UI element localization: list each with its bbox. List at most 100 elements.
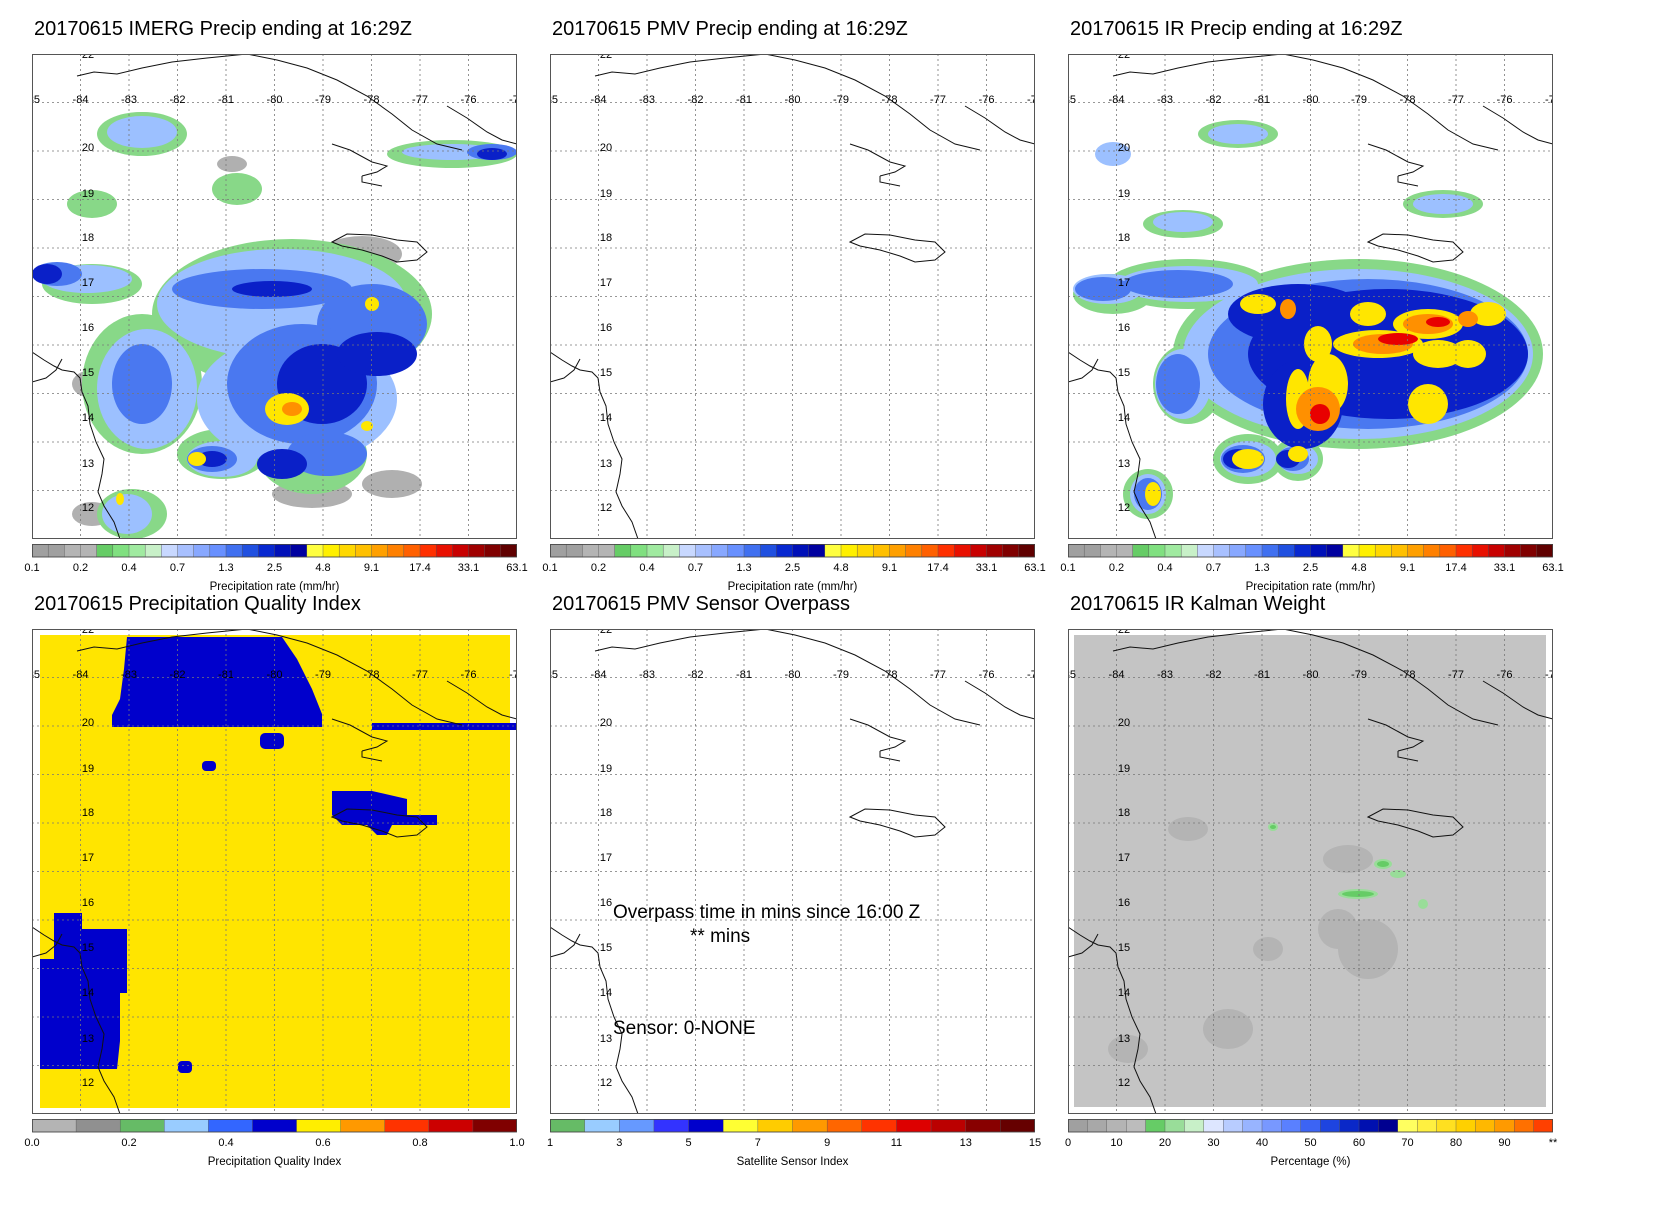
map-frame xyxy=(550,54,1035,539)
panel-quality: 20170615 Precipitation Quality Index -85… xyxy=(24,593,532,1183)
colorbar-swatch xyxy=(1083,543,1101,558)
colorbar-tick-label: 4.8 xyxy=(1351,562,1367,574)
panel-title: 20170615 Precipitation Quality Index xyxy=(34,593,361,615)
colorbar-tick-label: 40 xyxy=(1255,1137,1269,1149)
lon-label: -83 xyxy=(1157,669,1173,681)
lon-label: -75 xyxy=(509,669,517,681)
colorbar-swatch xyxy=(1067,543,1085,558)
lon-label: -85 xyxy=(1068,94,1076,106)
colorbar-swatch xyxy=(484,543,502,558)
lon-label: -81 xyxy=(1254,94,1270,106)
colorbar-swatch xyxy=(355,543,373,558)
lat-label: 12 xyxy=(82,1077,94,1089)
colorbar-tick-label: 2.5 xyxy=(784,562,801,574)
colorbar-swatch xyxy=(47,543,65,558)
colorbar-swatch xyxy=(472,1118,518,1133)
colorbar-swatch xyxy=(1374,543,1392,558)
colorbar-tick-label: 10 xyxy=(1110,1137,1123,1149)
colorbar-swatch xyxy=(80,543,98,558)
lat-label: 18 xyxy=(600,232,612,244)
lat-label: 19 xyxy=(600,188,612,200)
colorbar-swatch xyxy=(1417,1118,1438,1133)
colorbar-swatch xyxy=(1184,1118,1205,1133)
colorbar-swatch xyxy=(144,543,162,558)
lon-label: -76 xyxy=(1497,94,1513,106)
lat-label: 17 xyxy=(1118,852,1130,864)
colorbar-tick-label: 4.8 xyxy=(315,562,331,574)
colorbar-swatch xyxy=(1407,543,1425,558)
overpass-time-text: Overpass time in mins since 16:00 Z xyxy=(613,902,921,923)
lon-label: -84 xyxy=(73,669,89,681)
panel-ir: 20170615 IR Precip ending at 16:29Z -85-… xyxy=(1060,18,1568,608)
colorbar-swatch xyxy=(679,543,696,558)
lat-label: 22 xyxy=(600,54,612,61)
lon-label: -82 xyxy=(1206,669,1222,681)
colorbar-tick-label: 1 xyxy=(546,1137,554,1149)
lat-label: 17 xyxy=(1118,277,1130,289)
colorbar-swatch xyxy=(776,543,793,558)
colorbar-tick-label: 3 xyxy=(616,1137,623,1149)
colorbar-tick-label: 0.7 xyxy=(687,562,704,574)
colorbar-tick-label: 9.1 xyxy=(363,562,380,574)
colorbar-swatch xyxy=(1504,543,1522,558)
lon-label: -75 xyxy=(509,94,517,106)
colorbar-swatch xyxy=(75,1118,121,1133)
colorbar-swatch xyxy=(468,543,486,558)
colorbar-tick-label: 30 xyxy=(1207,1137,1220,1149)
lon-label: -79 xyxy=(1351,94,1367,106)
colorbar-swatch xyxy=(112,543,130,558)
colorbar-swatch xyxy=(1475,1118,1496,1133)
map-frame xyxy=(1068,629,1553,1114)
lat-label: 12 xyxy=(1118,1077,1130,1089)
colorbar-swatch xyxy=(1378,1118,1399,1133)
colorbar-tick-label: 63.1 xyxy=(506,562,528,574)
lat-label: 22 xyxy=(82,54,94,61)
lon-label: -83 xyxy=(121,669,137,681)
colorbar-tick-label: 50 xyxy=(1304,1137,1317,1149)
colorbar-swatch xyxy=(757,1118,794,1133)
colorbar-swatch xyxy=(1145,1118,1166,1133)
colorbar-tick-label: 0.4 xyxy=(639,562,655,574)
sensor-text: Sensor: 0-NONE xyxy=(613,1018,756,1039)
lat-label: 14 xyxy=(600,987,612,999)
lat-label: 14 xyxy=(82,412,94,424)
map-frame xyxy=(32,629,517,1114)
colorbar-tick-label: 20 xyxy=(1158,1137,1172,1149)
coastline xyxy=(32,629,517,1114)
lon-label: -76 xyxy=(979,669,995,681)
lon-label: -80 xyxy=(267,94,283,106)
colorbar-swatch xyxy=(384,1118,430,1133)
panel-title: 20170615 PMV Precip ending at 16:29Z xyxy=(552,18,908,40)
lat-label: 18 xyxy=(1118,232,1130,244)
colorbar-ticks: 0.1 0.2 0.4 0.7 1.3 2.5 4.8 9.1 17.4 33.1 63.1 xyxy=(24,562,527,576)
lat-label: 14 xyxy=(1118,987,1130,999)
colorbar-swatch xyxy=(1164,1118,1185,1133)
map-kalman-weight: -85 -84 -83 -82 -81 -80 -79 -78 -77 -76 -75 22 20 19 1… xyxy=(1068,629,1553,1114)
lon-label: -81 xyxy=(736,94,752,106)
colorbar-swatch xyxy=(662,543,680,558)
colorbar-swatch xyxy=(1180,543,1198,558)
colorbar-tick-label: 33.1 xyxy=(457,562,480,574)
colorbar-swatch xyxy=(856,543,874,558)
lat-label: 16 xyxy=(82,897,94,909)
colorbar-ticks: 1 3 5 7 9 11 13 15 xyxy=(546,1137,1041,1151)
lon-label: -80 xyxy=(267,669,283,681)
lat-label: 13 xyxy=(600,1033,612,1045)
map-gridlines xyxy=(32,629,517,1114)
lon-label: -81 xyxy=(218,669,234,681)
colorbar-tick-label: 0 xyxy=(1064,1137,1072,1149)
lat-label: 13 xyxy=(82,458,94,470)
colorbar-swatch xyxy=(435,543,453,558)
colorbar-swatch xyxy=(1002,543,1020,558)
lon-label: -78 xyxy=(364,669,380,681)
colorbar-swatch xyxy=(1242,1118,1263,1133)
map-frame xyxy=(550,629,1035,1114)
lat-label: 17 xyxy=(82,277,94,289)
colorbar-label: Precipitation rate (mm/hr) xyxy=(727,581,858,593)
lat-label: 22 xyxy=(1118,54,1130,61)
colorbar-swatch xyxy=(873,543,891,558)
lat-label: 20 xyxy=(600,717,612,729)
precip-field xyxy=(1073,120,1543,519)
lon-label: -83 xyxy=(121,94,137,106)
lon-label: -84 xyxy=(591,94,607,106)
